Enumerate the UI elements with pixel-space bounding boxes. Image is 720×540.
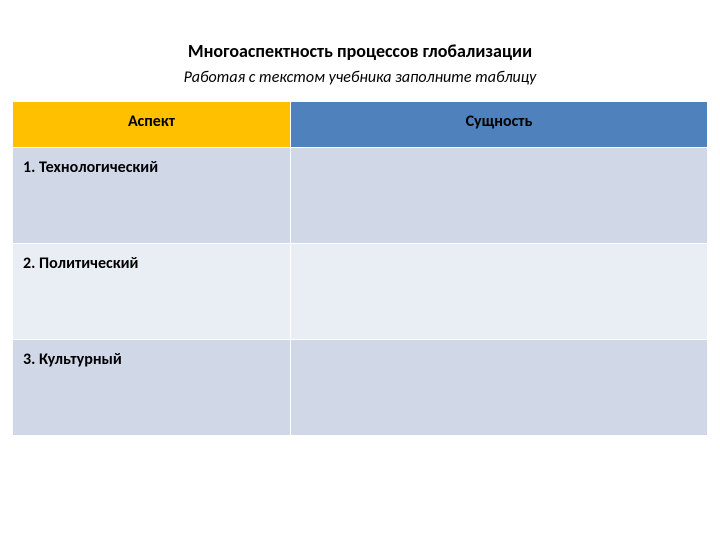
slide-subtitle: Работая с текстом учебника заполните таб…	[12, 68, 708, 87]
row-label: 2. Политический	[13, 244, 291, 340]
table-header-row: Аспект Сущность	[13, 102, 708, 148]
row-value	[291, 148, 708, 244]
col-header-aspect: Аспект	[13, 102, 291, 148]
row-label: 3. Культурный	[13, 340, 291, 436]
table-row: 2. Политический	[13, 244, 708, 340]
slide: Многоаспектность процессов глобализации …	[0, 0, 720, 540]
col-header-essence: Сущность	[291, 102, 708, 148]
row-label: 1. Технологический	[13, 148, 291, 244]
table-row: 1. Технологический	[13, 148, 708, 244]
aspects-table: Аспект Сущность 1. Технологический 2. По…	[12, 101, 708, 436]
table-row: 3. Культурный	[13, 340, 708, 436]
slide-title: Многоаспектность процессов глобализации	[12, 40, 708, 62]
row-value	[291, 244, 708, 340]
row-value	[291, 340, 708, 436]
